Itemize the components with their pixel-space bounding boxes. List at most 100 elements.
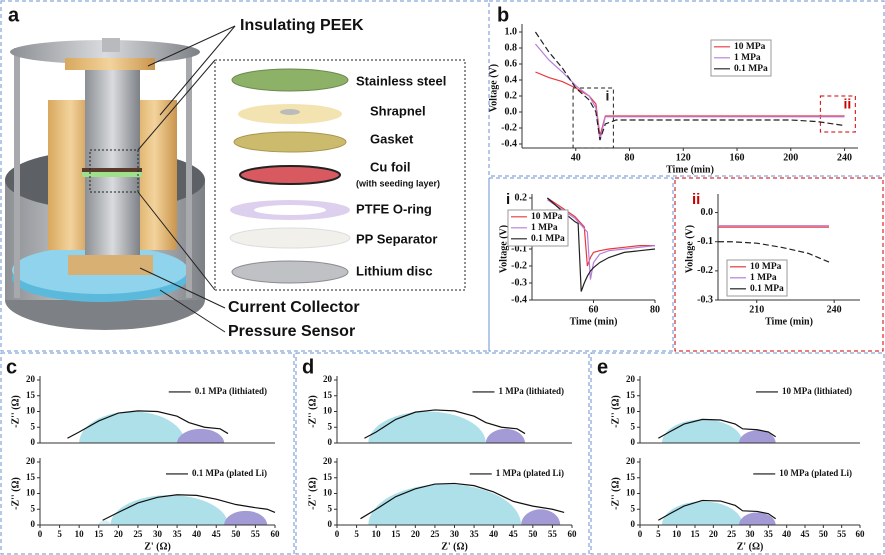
x-axis-label: Z' (Ω) [144, 541, 171, 552]
y-tick-label: 20 [626, 374, 636, 384]
y-tick-label: 0.2 [515, 192, 528, 203]
y-tick-label: 10 [323, 406, 333, 416]
fit-arc [368, 411, 486, 443]
y-tick-label: -0.1 [697, 236, 713, 247]
x-tick-label: 40 [782, 529, 792, 539]
panel-label: d [302, 356, 314, 378]
layers [229, 68, 351, 284]
callout-label: Pressure Sensor [228, 323, 355, 340]
callout-label: Current Collector [228, 299, 360, 316]
y-axis-label: -Z'' (Ω) [307, 395, 318, 428]
legend-label: 10 MPa [734, 42, 766, 52]
legend-label: 0.1 MPa [531, 234, 565, 244]
y-tick-label: 5 [31, 503, 36, 513]
y-tick-label: -0.2 [501, 122, 517, 133]
legend-label: 1 MPa [531, 223, 558, 233]
y-tick-label: 10 [626, 488, 636, 498]
x-axis-label: Z' (Ω) [441, 541, 468, 552]
zoom-region [572, 87, 614, 149]
y-tick-label: 5 [631, 421, 636, 431]
y-tick-label: 0.4 [505, 74, 518, 85]
y-axis-label: -Z'' (Ω) [10, 477, 21, 510]
layer-label: Stainless steel [356, 73, 446, 88]
y-tick-label: 15 [626, 472, 636, 482]
x-tick-label: 60 [271, 529, 281, 539]
x-tick-label: 30 [746, 529, 756, 539]
x-tick-label: 45 [801, 529, 811, 539]
fit-arc [177, 428, 225, 443]
series-line [658, 499, 777, 521]
y-tick-label: 15 [26, 472, 36, 482]
layer-label: Cu foil [370, 159, 410, 174]
series-line [547, 199, 656, 280]
x-axis-label: Z' (Ω) [737, 541, 764, 552]
legend-label: 0.1 MPa [734, 64, 768, 74]
series-line [546, 197, 656, 292]
x-tick-label: 55 [548, 529, 558, 539]
inset-title: i [506, 191, 510, 208]
x-tick-label: 25 [430, 529, 440, 539]
panel-label: c [6, 356, 17, 378]
y-tick-label: 0 [31, 519, 36, 529]
legend-label: 1 MPa (plated Li) [496, 468, 564, 478]
layer-note: (with seeding layer) [356, 178, 440, 188]
legend: 10 MPa (plated Li) [753, 468, 852, 478]
y-tick-label: 0 [631, 437, 636, 447]
x-tick-label: 35 [173, 529, 183, 539]
panel-label: a [8, 4, 20, 26]
x-tick-label: 10 [75, 529, 85, 539]
y-tick-label: -0.2 [697, 265, 713, 276]
y-tick-label: 0.6 [505, 58, 518, 69]
x-tick-label: 20 [709, 529, 719, 539]
x-axis-label: Time (min) [666, 164, 714, 175]
y-axis-label: -Z'' (Ω) [307, 477, 318, 510]
x-axis-label: Time (min) [570, 316, 618, 327]
y-tick-label: 10 [626, 406, 636, 416]
legend: 10 MPa (lithiated) [756, 386, 852, 396]
y-tick-label: 10 [323, 488, 333, 498]
x-tick-label: 50 [819, 529, 829, 539]
y-tick-label: 20 [26, 456, 36, 466]
x-tick-label: 50 [528, 529, 538, 539]
zoom-region-label: ii [844, 96, 852, 112]
fit-arc [521, 509, 561, 525]
x-tick-label: 240 [827, 304, 842, 315]
x-tick-label: 60 [568, 529, 578, 539]
legend: 1 MPa (lithiated) [472, 386, 564, 396]
legend: 1 MPa (plated Li) [469, 468, 564, 478]
x-tick-label: 0 [638, 529, 643, 539]
series-line [360, 482, 565, 520]
x-tick-label: 30 [153, 529, 163, 539]
y-axis-label: -Z'' (Ω) [610, 395, 621, 428]
x-tick-label: 15 [94, 529, 104, 539]
legend-label: 0.1 MPa [750, 284, 784, 294]
y-tick-label: 5 [631, 503, 636, 513]
x-tick-label: 5 [354, 529, 359, 539]
y-axis-label: -Z'' (Ω) [10, 395, 21, 428]
panel-label: b [497, 4, 509, 26]
callout-lines [137, 25, 236, 333]
legend: 0.1 MPa (plated Li) [166, 468, 267, 478]
x-tick-label: 35 [470, 529, 480, 539]
fit-arc [739, 430, 776, 443]
x-tick-label: 55 [251, 529, 261, 539]
fit-arc [485, 428, 525, 443]
legend-label: 10 MPa (plated Li) [779, 468, 852, 478]
y-tick-label: 0 [328, 519, 333, 529]
y-tick-label: 20 [626, 456, 636, 466]
x-tick-label: 50 [231, 529, 241, 539]
y-tick-label: 0 [31, 437, 36, 447]
exploded-frame [214, 59, 466, 291]
x-tick-label: 10 [372, 529, 382, 539]
fit-arc [368, 484, 522, 525]
y-axis-label: Voltage (V) [684, 225, 695, 273]
x-tick-label: 25 [133, 529, 143, 539]
layer-label: PTFE O-ring [356, 201, 432, 216]
fit-arc [224, 510, 268, 525]
x-tick-label: 240 [837, 152, 852, 163]
legend-label: 10 MPa (lithiated) [782, 386, 852, 396]
series-line [67, 410, 229, 439]
legend-label: 0.1 MPa (plated Li) [192, 468, 267, 478]
y-tick-label: 5 [31, 421, 36, 431]
